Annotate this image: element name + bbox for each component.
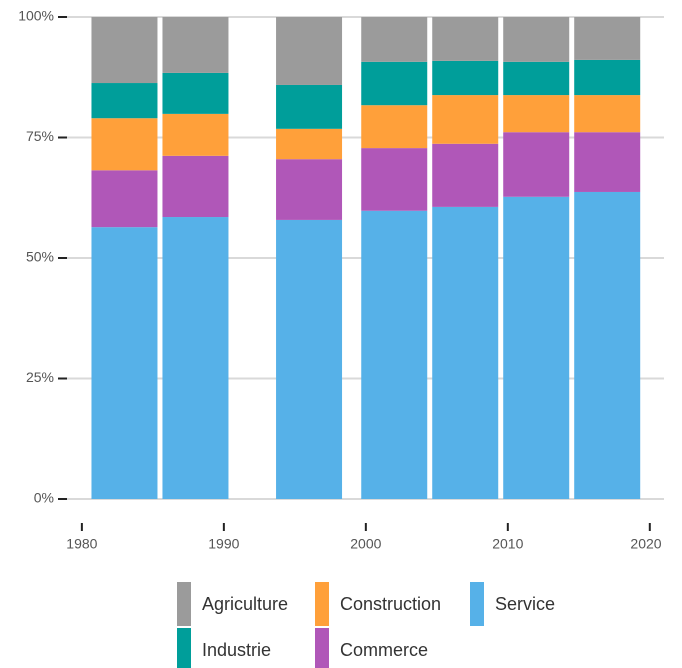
bar-segment [162, 155, 229, 218]
bar-segment [361, 105, 428, 149]
bar-segment [503, 61, 570, 96]
y-tick-label: 25% [26, 369, 54, 385]
bar-segment [574, 132, 641, 192]
bar-segment [361, 210, 428, 499]
bar-segment [91, 227, 158, 500]
x-tick-label: 2020 [630, 536, 661, 552]
bar-segment [276, 84, 343, 129]
bar-segment [276, 159, 343, 220]
legend-label: Commerce [340, 640, 428, 660]
bar-segment [574, 17, 641, 60]
bar-segment [432, 143, 499, 207]
bar-segment [432, 95, 499, 144]
bar-segment [91, 118, 158, 171]
bar-segment [361, 17, 428, 62]
legend-swatch [315, 582, 329, 626]
y-tick-label: 75% [26, 128, 54, 144]
bar-segment [361, 148, 428, 211]
bar-segment [162, 217, 229, 499]
legend-label: Service [495, 594, 555, 614]
x-tick-label: 1980 [66, 536, 97, 552]
x-tick-label: 1990 [208, 536, 239, 552]
legend-label: Construction [340, 594, 441, 614]
bar-segment [276, 128, 343, 160]
bar-segment [503, 95, 570, 133]
x-tick-label: 2010 [492, 536, 523, 552]
x-tick-label: 2000 [350, 536, 381, 552]
y-tick-label: 100% [18, 8, 54, 24]
bar-segment [276, 219, 343, 499]
bar-segment [574, 59, 641, 96]
bar-segment [432, 17, 499, 61]
legend-swatch [177, 582, 191, 626]
bar-segment [276, 17, 343, 85]
legend-label: Agriculture [202, 594, 288, 614]
bar-segment [91, 170, 158, 228]
bar-segment [432, 206, 499, 499]
legend-swatch [177, 628, 191, 668]
legend-swatch [315, 628, 329, 668]
legend-swatch [470, 582, 484, 626]
bar-segment [432, 60, 499, 96]
bar-segment [91, 17, 158, 84]
y-tick-label: 50% [26, 249, 54, 265]
legend-label: Industrie [202, 640, 271, 660]
bar-segment [503, 132, 570, 197]
bar-segment [162, 17, 229, 73]
bar-segment [162, 72, 229, 114]
y-tick-label: 0% [34, 490, 54, 506]
bar-segment [503, 17, 570, 62]
bar-segment [503, 196, 570, 499]
bar-segment [162, 113, 229, 156]
bar-segment [361, 61, 428, 106]
bar-segment [574, 191, 641, 499]
bar-segment [574, 95, 641, 133]
bar-segment [91, 83, 158, 119]
